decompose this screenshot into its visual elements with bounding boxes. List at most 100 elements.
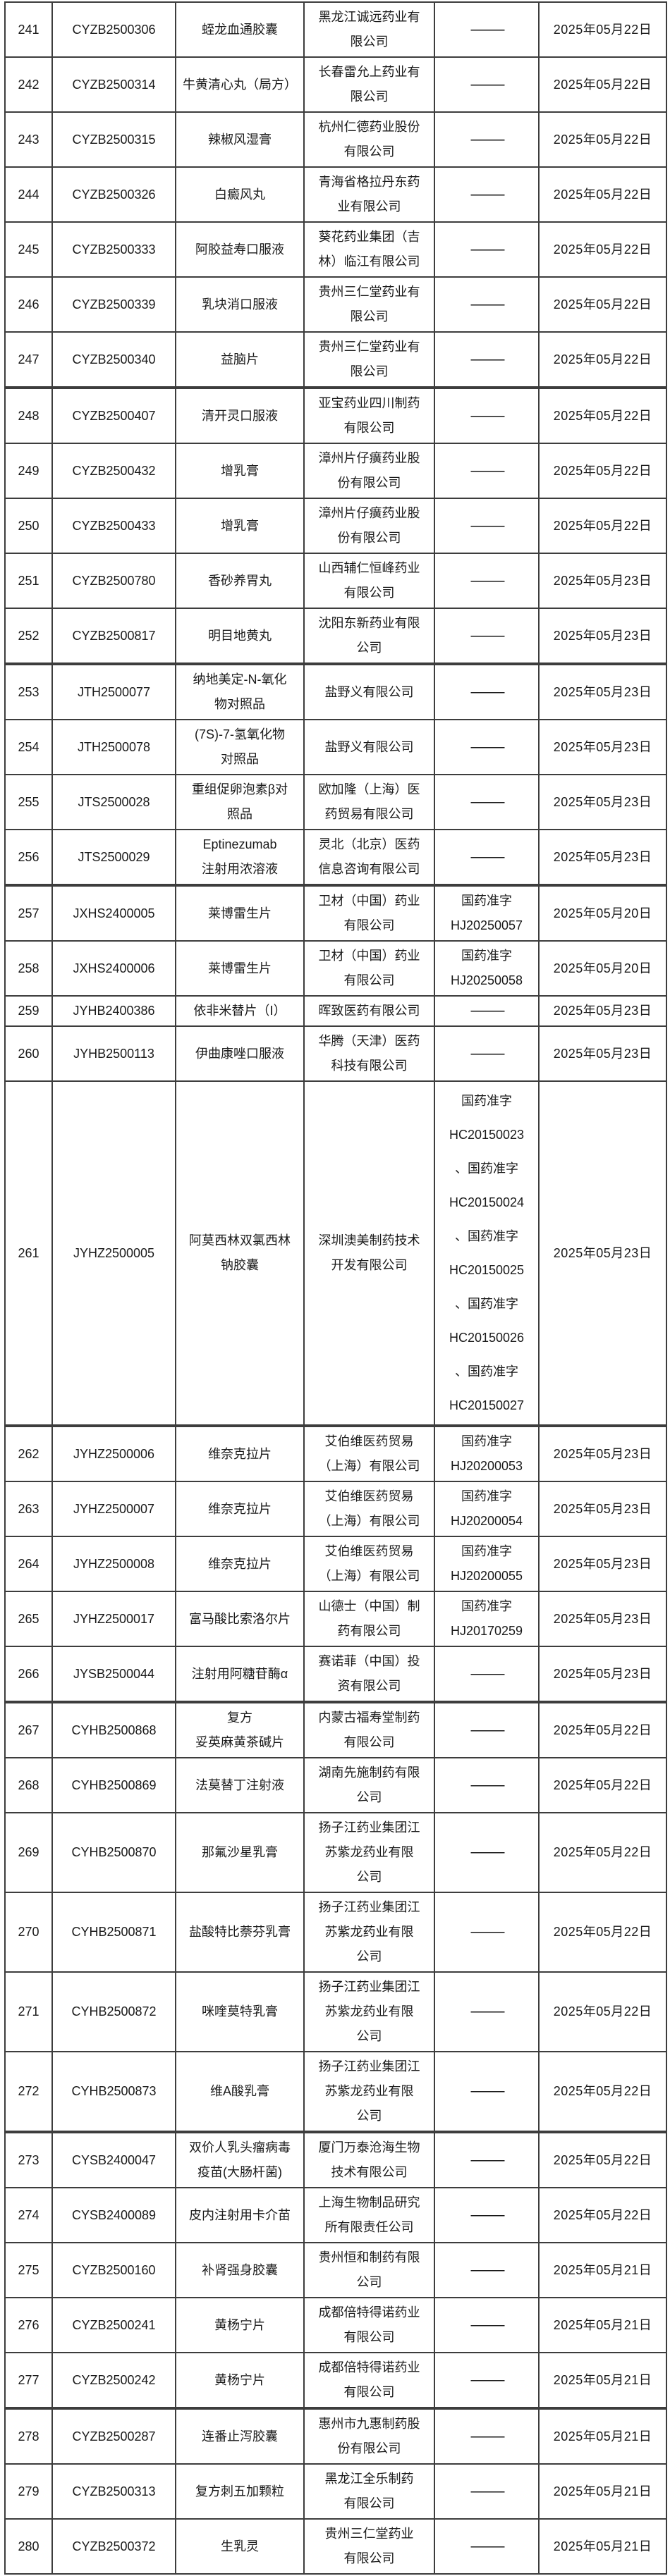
acceptance-number-cell: CYSB2400089 (51, 2187, 176, 2243)
date-cell: 2025年05月23日 (538, 1591, 667, 1647)
company-cell: 青海省格拉丹东药 业有限公司 (303, 166, 435, 223)
table-row: 273 CYSB2400047 双价人乳头瘤病毒 疫苗(大肠杆菌) 厦门万泰沧海… (4, 2131, 667, 2188)
table-row: 260 JYHB2500113 伊曲康唑口服液 华腾（天津）医药 科技有限公司 … (4, 1025, 667, 1082)
acceptance-number-cell: JYHB2500113 (51, 1025, 176, 1082)
approval-number-cell: 国药准字 HC20150023 、国药准字 HC20150024 、国药准字 H… (434, 1080, 540, 1426)
approval-number-cell: ——— (434, 2051, 540, 2133)
row-number-cell: 259 (4, 995, 53, 1027)
company-cell: 长春雷允上药业有 限公司 (303, 56, 435, 113)
acceptance-number-cell: JYHZ2500017 (51, 1591, 176, 1647)
table-row: 247 CYZB2500340 益脑片 贵州三仁堂药业有 限公司 ——— 202… (4, 331, 667, 388)
drug-name-cell: (7S)-7-氢氧化物 对照品 (175, 719, 305, 775)
acceptance-number-cell: JYHZ2500006 (51, 1424, 176, 1482)
approval-number-cell: 国药准字 HJ20170259 (434, 1591, 540, 1647)
date-cell: 2025年05月23日 (538, 1080, 667, 1426)
drug-name-cell: 盐酸特比萘芬乳膏 (175, 1892, 305, 1973)
approval-number-cell: ——— (434, 331, 540, 388)
empty-approval-dash: ——— (470, 188, 505, 200)
drug-name-cell: 重组促卵泡素β对 照品 (175, 774, 305, 830)
drug-name-cell: 维奈克拉片 (175, 1481, 305, 1537)
date-cell: 2025年05月22日 (538, 111, 667, 168)
company-cell: 上海生物制品研究 所有限责任公司 (303, 2187, 435, 2243)
empty-approval-dash: ——— (470, 1779, 505, 1791)
date-cell: 2025年05月22日 (538, 331, 667, 388)
empty-approval-dash: ——— (470, 2006, 505, 2018)
company-cell: 华腾（天津）医药 科技有限公司 (303, 1025, 435, 1082)
table-row: 267 CYHB2500868 复方 妥英麻黄茶碱片 内蒙古福寿堂制药 有限公司… (4, 1701, 667, 1758)
acceptance-number-cell: JTH2500077 (51, 663, 176, 720)
date-cell: 2025年05月23日 (538, 1025, 667, 1082)
company-cell: 贵州三仁堂药业有 限公司 (303, 331, 435, 388)
empty-approval-dash: ——— (470, 409, 505, 421)
drug-name-cell: 黄杨宁片 (175, 2352, 305, 2409)
drug-name-cell: 皮内注射用卡介苗 (175, 2187, 305, 2243)
row-number-cell: 262 (4, 1424, 53, 1482)
empty-approval-dash: ——— (470, 1005, 505, 1017)
date-cell: 2025年05月22日 (538, 1812, 667, 1893)
row-number-cell: 267 (4, 1701, 53, 1758)
table-row: 241 CYZB2500306 蛭龙血通胶囊 黑龙江诚远药业有 限公司 ——— … (4, 1, 667, 58)
approval-number-cell: ——— (434, 1025, 540, 1082)
row-number-cell: 241 (4, 1, 53, 58)
acceptance-number-cell: CYZB2500339 (51, 276, 176, 333)
empty-approval-dash: ——— (470, 243, 505, 255)
approval-number-cell: ——— (434, 111, 540, 168)
row-number-cell: 268 (4, 1757, 53, 1813)
drug-name-cell: 伊曲康唑口服液 (175, 1025, 305, 1082)
approval-number-cell: ——— (434, 829, 540, 886)
row-number-cell: 255 (4, 774, 53, 830)
approval-number-cell: ——— (434, 166, 540, 223)
acceptance-number-cell: CYZB2500313 (51, 2463, 176, 2520)
date-cell: 2025年05月22日 (538, 443, 667, 499)
approval-number-cell: 国药准字 HJ20200053 (434, 1424, 540, 1482)
company-cell: 湖南先施制药有限 公司 (303, 1757, 435, 1813)
approval-number-cell: ——— (434, 2518, 540, 2575)
row-number-cell: 280 (4, 2518, 53, 2575)
company-cell: 欧加隆（上海）医 药贸易有限公司 (303, 774, 435, 830)
drug-name-cell: 乳块消口服液 (175, 276, 305, 333)
empty-approval-dash: ——— (470, 133, 505, 145)
approval-number-cell: ——— (434, 498, 540, 554)
acceptance-number-cell: JYHZ2500005 (51, 1080, 176, 1426)
row-number-cell: 244 (4, 166, 53, 223)
approval-number-cell: ——— (434, 2352, 540, 2409)
empty-approval-dash: ——— (470, 2430, 505, 2442)
empty-approval-dash: ——— (470, 298, 505, 310)
table-row: 257 JXHS2400005 莱博雷生片 卫材（中国）药业 有限公司 国药准字… (4, 884, 667, 942)
table-row: 258 JXHS2400006 莱博雷生片 卫材（中国）药业 有限公司 国药准字… (4, 940, 667, 997)
empty-approval-dash: ——— (470, 2374, 505, 2386)
date-cell: 2025年05月20日 (538, 940, 667, 997)
date-cell: 2025年05月23日 (538, 608, 667, 665)
drug-name-cell: 纳地美定-N-氧化 物对照品 (175, 663, 305, 720)
approval-number-cell: ——— (434, 1892, 540, 1973)
approval-number-cell: ——— (434, 443, 540, 499)
empty-approval-dash: ——— (470, 1724, 505, 1736)
table-row: 255 JTS2500028 重组促卵泡素β对 照品 欧加隆（上海）医 药贸易有… (4, 774, 667, 830)
row-number-cell: 270 (4, 1892, 53, 1973)
drug-name-cell: 维奈克拉片 (175, 1424, 305, 1482)
row-number-cell: 263 (4, 1481, 53, 1537)
empty-approval-dash: ——— (470, 686, 505, 698)
table-row: 253 JTH2500077 纳地美定-N-氧化 物对照品 盐野义有限公司 ——… (4, 663, 667, 720)
acceptance-number-cell: CYHB2500868 (51, 1701, 176, 1758)
table-row: 275 CYZB2500160 补肾强身胶囊 贵州恒和制药有限 公司 ——— 2… (4, 2242, 667, 2298)
company-cell: 成都倍特得诺药业 有限公司 (303, 2352, 435, 2409)
date-cell: 2025年05月21日 (538, 2352, 667, 2409)
row-number-cell: 245 (4, 221, 53, 278)
drug-name-cell: 阿莫西林双氯西林 钠胶囊 (175, 1080, 305, 1426)
acceptance-number-cell: CYZB2500432 (51, 443, 176, 499)
date-cell: 2025年05月22日 (538, 2131, 667, 2188)
date-cell: 2025年05月23日 (538, 719, 667, 775)
date-cell: 2025年05月22日 (538, 166, 667, 223)
table-row: 280 CYZB2500372 生乳灵 贵州三仁堂药业 有限公司 ——— 202… (4, 2518, 667, 2575)
table-row: 268 CYHB2500869 法莫替丁注射液 湖南先施制药有限 公司 ——— … (4, 1757, 667, 1813)
company-cell: 扬子江药业集团江 苏紫龙药业有限 公司 (303, 1971, 435, 2052)
date-cell: 2025年05月22日 (538, 221, 667, 278)
acceptance-number-cell: CYZB2500817 (51, 608, 176, 665)
acceptance-number-cell: CYZB2500314 (51, 56, 176, 113)
row-number-cell: 273 (4, 2131, 53, 2188)
table-row: 261 JYHZ2500005 阿莫西林双氯西林 钠胶囊 深圳澳美制药技术 开发… (4, 1080, 667, 1426)
table-row: 248 CYZB2500407 清开灵口服液 亚宝药业四川制药 有限公司 ———… (4, 386, 667, 444)
row-number-cell: 246 (4, 276, 53, 333)
